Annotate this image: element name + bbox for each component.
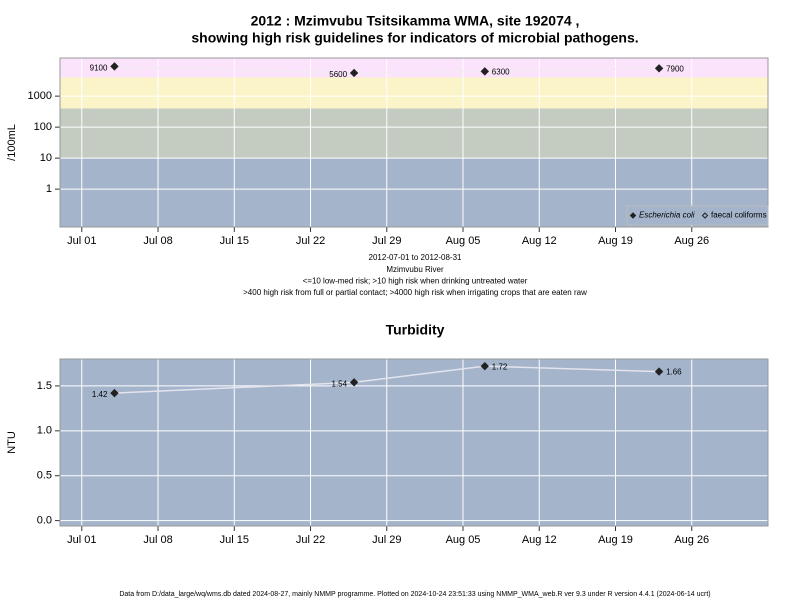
y-axis-label: /100mL (6, 124, 18, 161)
value-label: 1.72 (492, 362, 508, 371)
y-tick-label: 1 (46, 183, 52, 195)
footer: Data from D:/data_large/wq/wms.db dated … (119, 591, 710, 598)
plot-frame (59, 358, 769, 527)
legend-box (626, 205, 769, 226)
y-axis-label: NTU (6, 431, 18, 454)
x-tick-label: Aug 26 (674, 235, 709, 247)
x-tick-label: Jul 15 (220, 235, 249, 247)
legend-label: Escherichia coli (639, 211, 695, 220)
value-label: 1.54 (332, 379, 348, 388)
value-label: 6300 (492, 67, 510, 76)
x-tick-label: Aug 12 (522, 235, 557, 247)
x-tick-label: Aug 19 (598, 235, 633, 247)
series-line (114, 365, 660, 394)
series-line (114, 65, 660, 74)
risk-band (60, 58, 768, 78)
y-tick-label: 10 (40, 152, 52, 164)
value-label: 5600 (329, 70, 347, 79)
legend-marker (701, 212, 709, 219)
data-point (110, 62, 119, 71)
plot-frame (59, 57, 769, 228)
y-tick-label: 1.0 (37, 425, 52, 437)
x-tick-label: Aug 05 (446, 235, 481, 247)
x-tick-label: Aug 05 (446, 534, 481, 546)
x-tick-label: Aug 26 (674, 534, 709, 546)
value-label: 1.42 (92, 390, 108, 399)
x-tick-label: Aug 12 (522, 534, 557, 546)
plot-background (60, 359, 768, 526)
x-tick-label: Jul 01 (67, 235, 96, 247)
annotation: >400 high risk from full or partial cont… (243, 288, 587, 297)
x-tick-label: Jul 22 (296, 235, 325, 247)
x-tick-label: Aug 19 (598, 534, 633, 546)
y-tick-label: 1000 (28, 90, 52, 102)
data-point (349, 68, 359, 78)
legend-marker (629, 212, 637, 219)
y-tick-label: 1.5 (37, 380, 52, 392)
annotation: <=10 low-med risk; >10 high risk when dr… (303, 277, 528, 286)
y-tick-label: 0.5 (37, 470, 52, 482)
value-label: 9100 (90, 64, 108, 73)
x-tick-label: Jul 08 (143, 534, 172, 546)
value-label: 1.66 (666, 368, 682, 377)
chart-title: Turbidity (386, 322, 445, 338)
data-point (654, 367, 664, 376)
annotation: Mzimvubu River (386, 265, 444, 274)
y-tick-label: 0.0 (37, 515, 52, 527)
risk-band (60, 108, 768, 159)
x-tick-label: Jul 01 (67, 534, 96, 546)
data-point (110, 388, 119, 398)
y-tick-label: 100 (34, 121, 52, 133)
x-tick-label: Jul 29 (372, 235, 401, 247)
data-point (480, 361, 490, 371)
annotation: 2012-07-01 to 2012-08-31 (369, 253, 463, 262)
chart-title: 2012 : Mzimvubu Tsitsikamma WMA, site 19… (251, 13, 580, 29)
x-tick-label: Jul 08 (143, 235, 172, 247)
value-label: 7900 (666, 64, 684, 73)
data-point (654, 64, 664, 73)
risk-band (60, 77, 768, 109)
chart-subtitle: showing high risk guidelines for indicat… (191, 30, 638, 46)
legend-label: faecal coliforms (711, 211, 767, 220)
data-point (480, 67, 490, 76)
x-tick-label: Jul 15 (220, 534, 249, 546)
x-tick-label: Jul 22 (296, 534, 325, 546)
data-point (349, 378, 359, 387)
x-tick-label: Jul 29 (372, 534, 401, 546)
